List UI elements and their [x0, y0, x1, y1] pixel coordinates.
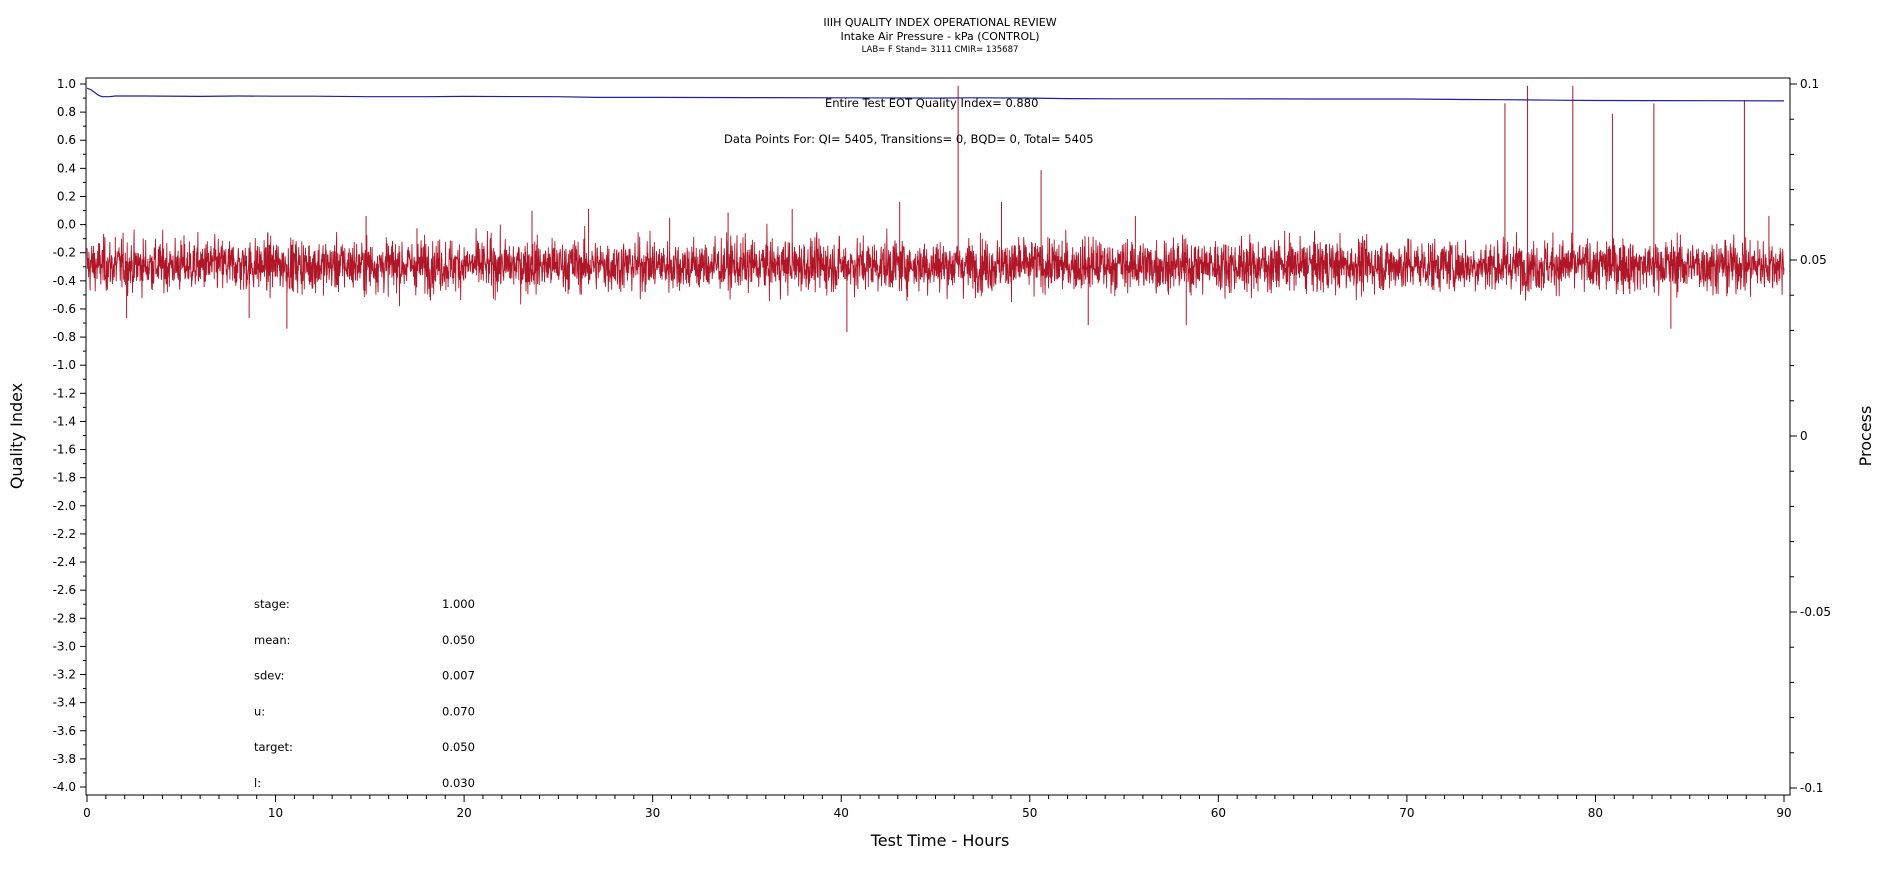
stat-value: 0.050	[442, 740, 475, 754]
series-quality-index-line	[86, 87, 1785, 102]
stats-table: stage: 1.000 mean: 0.050 sdev: 0.007 u: 0.070 ta…	[254, 597, 475, 790]
y2-tick-label: -0.05	[1800, 605, 1831, 619]
stat-label: l:	[254, 776, 261, 790]
x-axis-ticks: 0 10 20 30 40 50 60 70 80 90	[83, 795, 1792, 820]
x-axis-title: Test Time - Hours	[870, 831, 1010, 850]
x-tick-label: 50	[1022, 806, 1037, 820]
y-tick-label: -1.4	[53, 414, 76, 428]
data-points-annotation: Data Points For: QI= 5405, Transitions= …	[724, 132, 1094, 146]
chart-subtitle-2: LAB= F Stand= 3111 CMIR= 135687	[862, 45, 1019, 55]
plot-border	[85, 77, 1791, 796]
x-tick-label: 0	[83, 806, 91, 820]
stat-label: u:	[254, 704, 265, 718]
stat-value: 0.007	[442, 669, 475, 683]
y-tick-label: -1.6	[53, 443, 76, 457]
y-tick-label: -2.2	[53, 527, 76, 541]
y-tick-label: -3.6	[53, 724, 76, 738]
eot-quality-index-annotation: Entire Test EOT Quality Index= 0.880	[825, 96, 1038, 110]
y-axis-ticks: 1.0 0.8 0.6 0.4 0.2 0.0 -0.2 -0.4 -0.6 -0.8 -1.0 -1…	[53, 77, 86, 794]
y-tick-label: -3.2	[53, 668, 76, 682]
x-tick-label: 70	[1399, 806, 1414, 820]
y-tick-label: -1.0	[53, 358, 76, 372]
stat-label: stage:	[254, 597, 290, 611]
y-tick-label: -4.0	[53, 780, 76, 794]
y-tick-label: 1.0	[57, 77, 76, 91]
y-tick-label: -0.8	[53, 330, 76, 344]
x-tick-label: 60	[1211, 806, 1226, 820]
stat-value: 0.030	[442, 776, 475, 790]
plot-frame	[85, 77, 1791, 796]
x-tick-label: 90	[1776, 806, 1791, 820]
y2-axis-title: Process	[1856, 406, 1875, 467]
x-tick-label: 20	[456, 806, 471, 820]
y-tick-label: -0.2	[53, 246, 76, 260]
y2-tick-label: 0.05	[1800, 253, 1827, 267]
y-tick-label: -0.6	[53, 302, 76, 316]
y2-tick-label: -0.1	[1800, 781, 1823, 795]
x-tick-label: 30	[645, 806, 660, 820]
stat-value: 0.050	[442, 633, 475, 647]
y-tick-label: -2.8	[53, 611, 76, 625]
y-tick-label: -2.0	[53, 499, 76, 513]
y-tick-label: 0.8	[57, 105, 76, 119]
y-tick-label: -3.0	[53, 639, 76, 653]
y2-tick-label: 0	[1800, 429, 1808, 443]
y-tick-label: 0.4	[57, 161, 76, 175]
y-tick-label: 0.2	[57, 189, 76, 203]
y-axis-title: Quality Index	[7, 383, 26, 489]
stat-label: mean:	[254, 633, 291, 647]
y-tick-label: -3.4	[53, 696, 76, 710]
series-process-line	[86, 223, 1785, 307]
annotations: Entire Test EOT Quality Index= 0.880 Data…	[724, 96, 1094, 146]
stat-value: 1.000	[442, 597, 475, 611]
y-tick-label: -2.4	[53, 555, 76, 569]
stat-value: 0.070	[442, 704, 475, 718]
chart-title: IIIH QUALITY INDEX OPERATIONAL REVIEW	[823, 16, 1056, 29]
stat-label: sdev:	[254, 669, 284, 683]
stat-label: target:	[254, 740, 293, 754]
y-tick-label: -1.2	[53, 386, 76, 400]
y-tick-label: -2.6	[53, 583, 76, 597]
y-tick-label: 0.0	[57, 218, 76, 232]
y2-tick-label: 0.1	[1800, 77, 1819, 91]
y-tick-label: -3.8	[53, 752, 76, 766]
y-tick-label: -1.8	[53, 471, 76, 485]
series-layer	[86, 85, 1785, 333]
y2-axis-ticks: 0.1 0.05 0 -0.05 -0.1	[1790, 77, 1831, 795]
x-tick-label: 10	[268, 806, 283, 820]
chart-subtitle: Intake Air Pressure - kPa (CONTROL)	[840, 30, 1039, 43]
x-tick-label: 80	[1588, 806, 1603, 820]
y-tick-label: -0.4	[53, 274, 76, 288]
y-tick-label: 0.6	[57, 133, 76, 147]
x-axis-minor-ticks	[105, 795, 1766, 799]
x-tick-label: 40	[834, 806, 849, 820]
